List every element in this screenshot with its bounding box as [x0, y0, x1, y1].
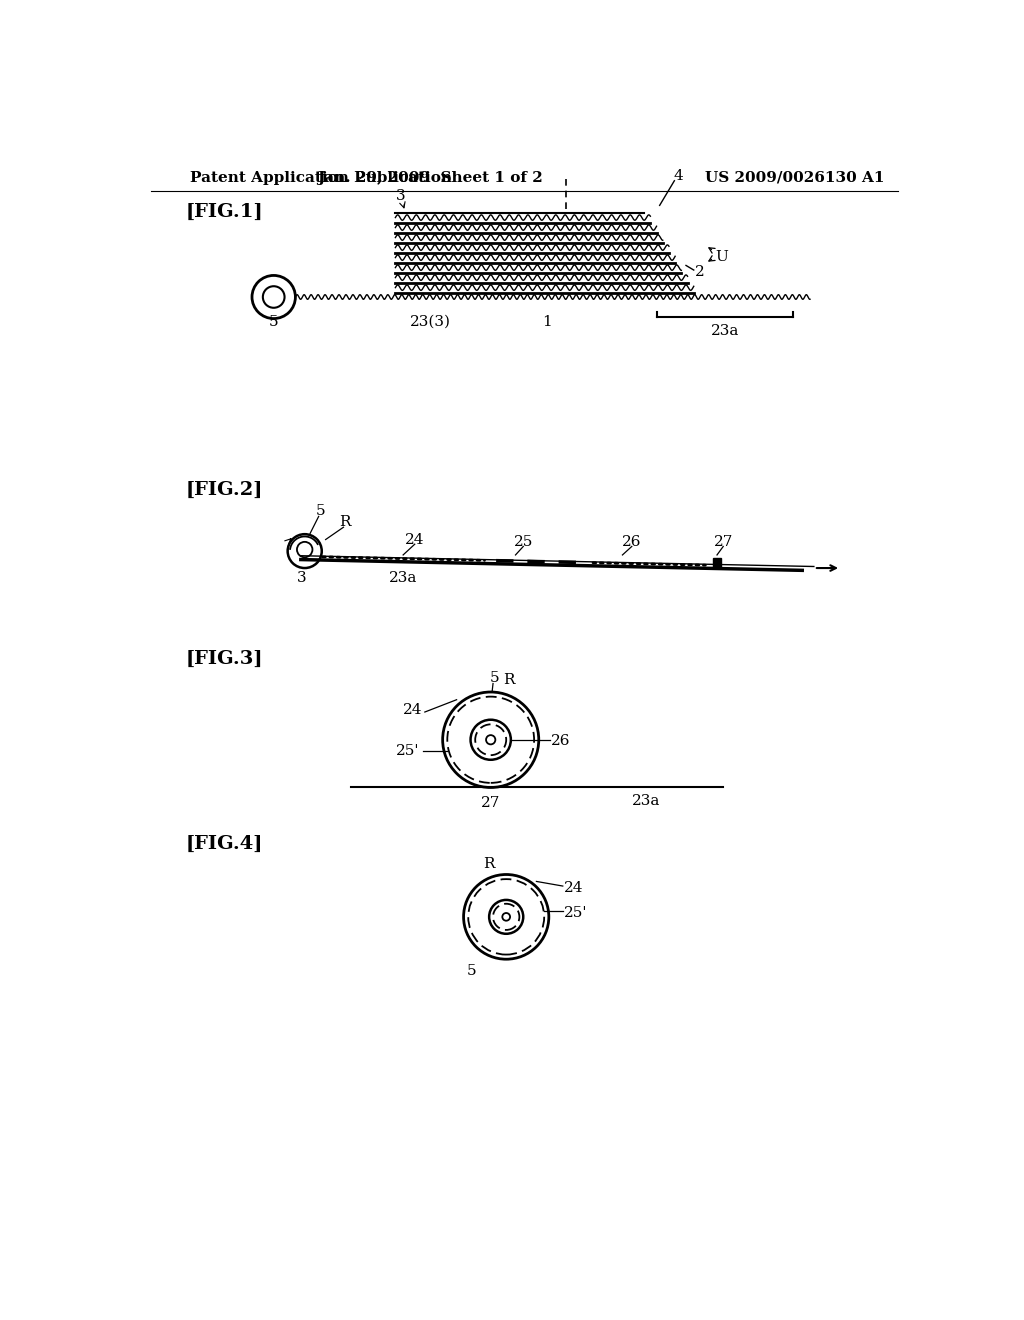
Text: Jan. 29, 2009  Sheet 1 of 2: Jan. 29, 2009 Sheet 1 of 2 — [317, 170, 543, 185]
Text: 2: 2 — [695, 264, 705, 279]
Text: 3: 3 — [396, 189, 406, 203]
Text: 1: 1 — [542, 314, 551, 329]
Text: 23a: 23a — [632, 795, 659, 808]
Text: U: U — [716, 249, 728, 264]
Text: R: R — [339, 515, 351, 529]
Text: 27: 27 — [481, 796, 501, 810]
Text: 23a: 23a — [711, 323, 739, 338]
Text: [FIG.3]: [FIG.3] — [186, 649, 264, 668]
Text: 23a: 23a — [389, 572, 418, 585]
Bar — [713, 557, 721, 569]
Text: 5: 5 — [315, 504, 325, 517]
Text: 23(3): 23(3) — [410, 314, 451, 329]
Text: Patent Application Publication: Patent Application Publication — [190, 170, 452, 185]
Text: 26: 26 — [551, 734, 570, 748]
Text: 24: 24 — [564, 880, 584, 895]
Text: 26: 26 — [622, 535, 641, 549]
Text: 5: 5 — [489, 671, 500, 685]
Text: R: R — [503, 673, 514, 686]
Text: 5: 5 — [467, 964, 476, 978]
Text: 24: 24 — [406, 532, 425, 546]
Text: US 2009/0026130 A1: US 2009/0026130 A1 — [705, 170, 885, 185]
Text: [FIG.4]: [FIG.4] — [186, 834, 263, 853]
Text: 27: 27 — [714, 535, 733, 549]
Text: 25': 25' — [396, 744, 420, 758]
Text: [FIG.2]: [FIG.2] — [186, 480, 263, 499]
Text: R: R — [483, 857, 495, 871]
Text: 24: 24 — [403, 704, 423, 718]
Text: 25: 25 — [514, 535, 532, 549]
Text: 4: 4 — [674, 169, 683, 183]
Text: 25': 25' — [564, 906, 588, 920]
Text: 5: 5 — [269, 314, 279, 329]
Text: 3: 3 — [297, 572, 306, 585]
Text: [FIG.1]: [FIG.1] — [186, 203, 264, 222]
